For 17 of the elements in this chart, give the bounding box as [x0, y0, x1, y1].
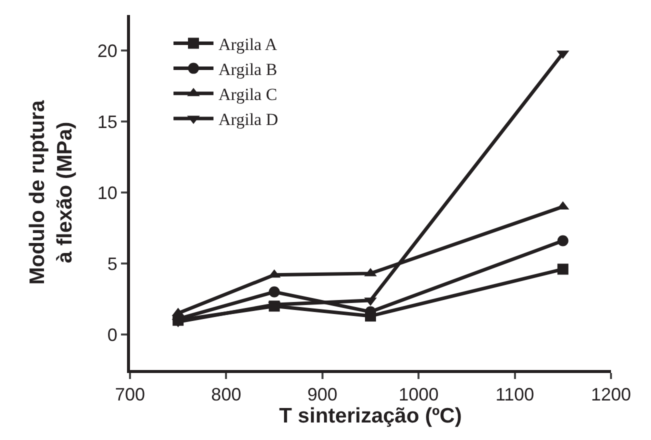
- y-axis-title: Modulo de ruptura à flexão (MPa): [26, 100, 77, 285]
- x-tick-label: 1000: [398, 384, 439, 405]
- legend-label: Argila A: [218, 34, 278, 54]
- y-tick-label: 0: [107, 324, 118, 345]
- y-tick-label: 10: [97, 182, 118, 203]
- x-tick-label: 800: [211, 384, 242, 405]
- x-tick-label: 1200: [590, 384, 632, 405]
- x-tick-label: 700: [114, 384, 146, 405]
- legend-label: Argila D: [218, 110, 278, 130]
- x-axis-title: T sinterização (ºC): [279, 404, 462, 428]
- legend-label: Argila B: [218, 60, 278, 79]
- x-tick-label: 900: [307, 384, 338, 405]
- x-tick-label: 1100: [495, 384, 534, 405]
- y-tick-label: 20: [97, 40, 118, 61]
- legend-label: Argila C: [218, 85, 278, 104]
- y-tick-label: 15: [97, 112, 118, 132]
- y-tick-label: 5: [107, 254, 118, 274]
